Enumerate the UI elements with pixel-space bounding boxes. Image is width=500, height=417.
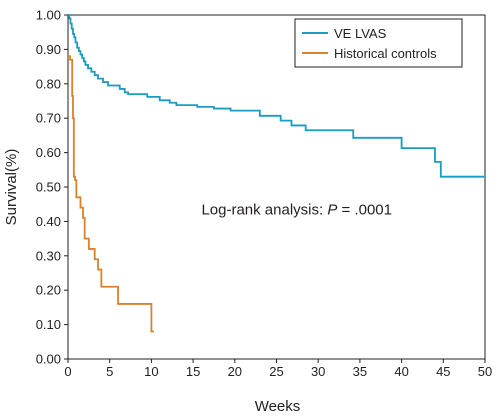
series-line-ve-lvas [68, 14, 485, 178]
annotation-p-value-symbol: P [327, 202, 337, 219]
legend-box [294, 18, 463, 68]
x-tick-label: 5 [106, 364, 113, 379]
y-tick-label: 0.40 [36, 214, 61, 229]
legend-label: VE LVAS [334, 26, 387, 41]
x-tick-label: 40 [394, 364, 408, 379]
x-tick-label: 10 [144, 364, 158, 379]
y-tick-label: 0.80 [36, 76, 61, 91]
log-rank-annotation: Log-rank analysis: P = .0001 [201, 202, 392, 219]
annotation-suffix: = .0001 [337, 202, 392, 219]
y-tick-label: 0.70 [36, 111, 61, 126]
y-tick-label: 0.90 [36, 42, 61, 57]
x-tick-label: 50 [478, 364, 492, 379]
annotation-prefix: Log-rank analysis: [201, 202, 327, 219]
y-tick-label: 0.10 [36, 317, 61, 332]
series-line-historical-controls [68, 55, 154, 333]
x-tick-label: 15 [186, 364, 200, 379]
y-tick-label: 1.00 [36, 8, 61, 23]
y-axis-title: Survival(%) [3, 149, 20, 226]
series-group [68, 14, 485, 333]
y-tick-label: 0.60 [36, 145, 61, 160]
legend: VE LVAS Historical controls [294, 18, 463, 68]
y-tick-label: 0.30 [36, 248, 61, 263]
y-tick-label: 0.20 [36, 283, 61, 298]
axes: 0 5 10 15 20 25 30 35 40 45 50 0.00 0.10 0.20 0.30 0.40… [3, 8, 492, 416]
x-axis-title: Weeks [255, 398, 301, 415]
legend-label: Historical controls [334, 46, 437, 61]
x-tick-label: 35 [353, 364, 367, 379]
x-tick-label: 30 [311, 364, 325, 379]
y-tick-label: 0.00 [36, 352, 61, 367]
x-tick-label: 45 [436, 364, 450, 379]
x-tick-label: 20 [228, 364, 242, 379]
y-tick-label: 0.50 [36, 180, 61, 195]
x-tick-label: 25 [269, 364, 283, 379]
x-tick-label: 0 [64, 364, 71, 379]
